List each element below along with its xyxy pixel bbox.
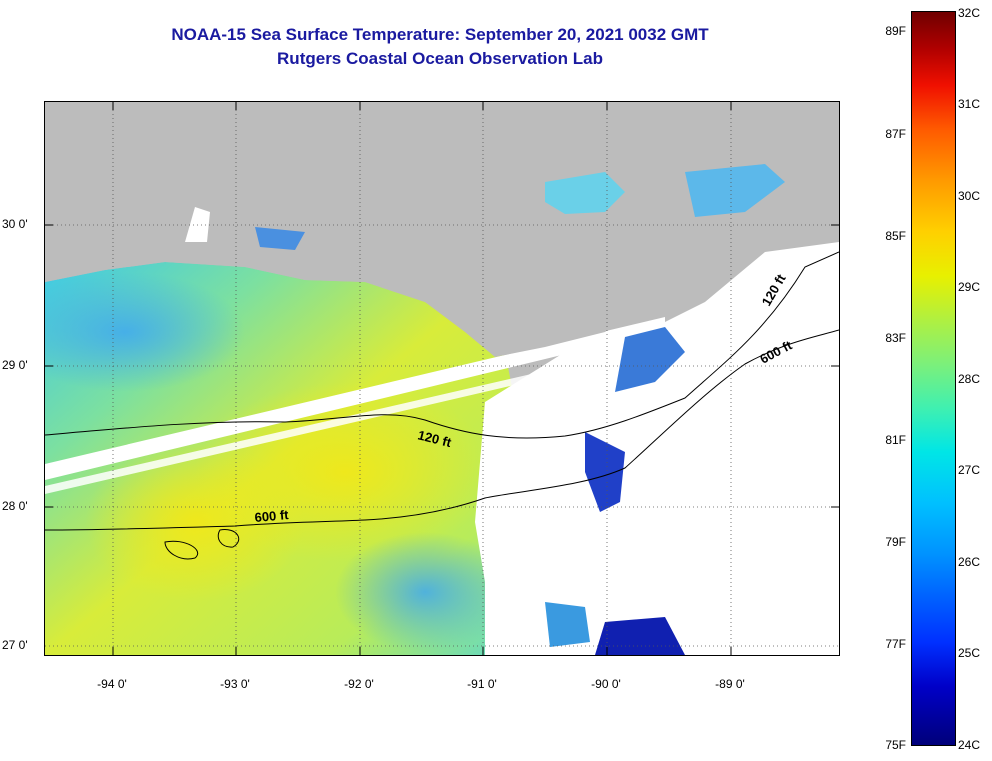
colorbar-label-77f: 77F	[885, 637, 906, 651]
colorbar-label-32c: 32C	[958, 6, 981, 20]
lat-label-29n: 29 0'	[2, 358, 28, 372]
colorbar-label-27c: 27C	[958, 463, 981, 477]
colorbar-label-29c: 29C	[958, 280, 981, 294]
lon-label-89w: -89 0'	[715, 677, 745, 691]
lat-label-30n: 30 0'	[2, 217, 28, 231]
frame-ticks	[45, 102, 839, 655]
colorbar-label-26c: 26C	[958, 555, 981, 569]
temperature-colorbar	[911, 11, 956, 746]
lon-label-93w: -93 0'	[220, 677, 250, 691]
lon-label-90w: -90 0'	[591, 677, 621, 691]
colorbar-label-30c: 30C	[958, 189, 981, 203]
colorbar-label-24c: 24C	[958, 738, 981, 752]
colorbar-label-87f: 87F	[885, 127, 906, 141]
sst-map: 120 ft 600 ft 120 ft 600 ft	[44, 101, 840, 656]
colorbar-label-89f: 89F	[885, 24, 906, 38]
graticule	[45, 102, 839, 655]
scan-gap-stripe	[45, 317, 665, 480]
lat-label-28n: 28 0'	[2, 499, 28, 513]
colorbar-label-83f: 83F	[885, 331, 906, 345]
no-data-region	[475, 242, 839, 655]
map-title: NOAA-15 Sea Surface Temperature: Septemb…	[171, 25, 709, 44]
lat-label-27n: 27 0'	[2, 638, 28, 652]
colorbar-label-81f: 81F	[885, 433, 906, 447]
colorbar-label-28c: 28C	[958, 372, 981, 386]
lon-label-92w: -92 0'	[344, 677, 374, 691]
lon-label-91w: -91 0'	[467, 677, 497, 691]
colorbar-label-85f: 85F	[885, 229, 906, 243]
map-subtitle: Rutgers Coastal Ocean Observation Lab	[277, 49, 603, 68]
colorbar-label-75f: 75F	[885, 738, 906, 752]
lon-label-94w: -94 0'	[97, 677, 127, 691]
colorbar-label-79f: 79F	[885, 535, 906, 549]
bathymetry-contours	[45, 251, 839, 560]
colorbar-label-25c: 25C	[958, 646, 981, 660]
colorbar-label-31c: 31C	[958, 97, 981, 111]
land	[45, 102, 839, 357]
contour-label-600ft-west: 600 ft	[254, 507, 290, 525]
